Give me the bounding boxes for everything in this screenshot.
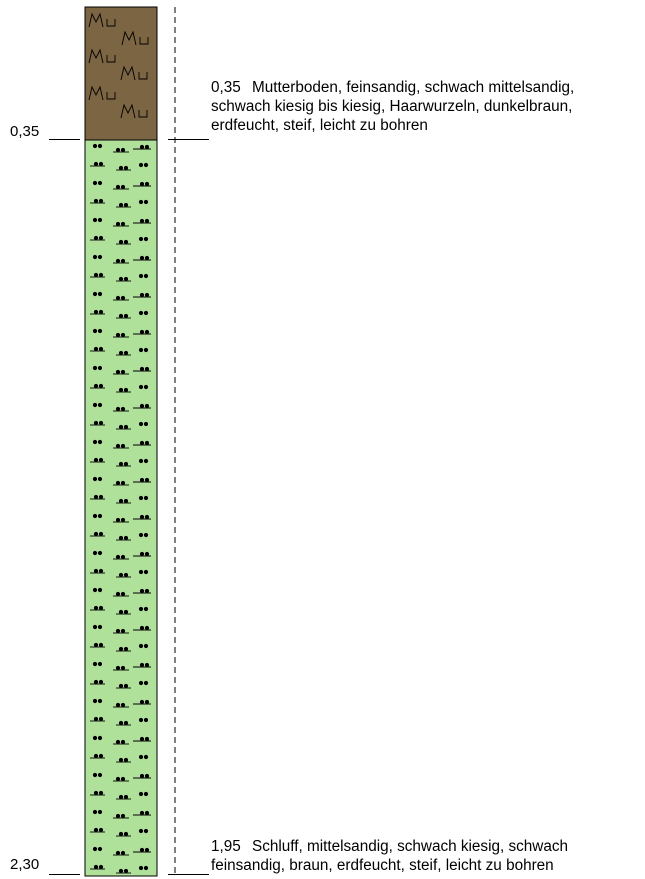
description-text: Mutterboden, feinsandig, schwach mittels…	[252, 79, 575, 96]
depth-tick-right-mutterboden	[168, 139, 209, 140]
description-line: 0,35 Mutterboden, feinsandig, schwach mit…	[211, 78, 574, 97]
depth-label-schluff: 2,30	[10, 856, 40, 873]
depth-tick-left-schluff	[49, 874, 80, 875]
depth-tick-left-mutterboden	[49, 139, 80, 140]
layer-schluff-symbols	[85, 140, 157, 876]
mutterboden-symbols	[88, 12, 149, 119]
layer-schluff-outline	[84, 139, 158, 877]
description-line: erdfeucht, steif, leicht zu bohren	[211, 117, 428, 134]
layer-thickness: 1,95	[211, 838, 241, 855]
mu-symbol	[88, 85, 116, 101]
mu-symbol	[88, 48, 116, 64]
depth-tick-right-schluff	[168, 874, 209, 875]
layer-thickness: 0,35	[211, 79, 241, 96]
layer-mutterboden	[84, 6, 158, 141]
description-line: 1,95 Schluff, mittelsandig, schwach kiesi…	[211, 837, 568, 856]
description-line: feinsandig, braun, erdfeucht, steif, lei…	[211, 857, 554, 874]
description-text: Schluff, mittelsandig, schwach kiesig, s…	[252, 838, 568, 855]
mu-symbol	[120, 103, 148, 119]
mu-symbol	[88, 12, 116, 28]
mu-symbol	[121, 30, 149, 46]
mu-symbol	[120, 65, 148, 81]
layer-description-schluff: 1,95 Schluff, mittelsandig, schwach kiesi…	[211, 837, 568, 875]
depth-label-mutterboden: 0,35	[10, 123, 40, 140]
layer-description-mutterboden: 0,35 Mutterboden, feinsandig, schwach mit…	[211, 78, 574, 135]
description-line: schwach kiesig bis kiesig, Haarwurzeln, …	[211, 98, 573, 115]
